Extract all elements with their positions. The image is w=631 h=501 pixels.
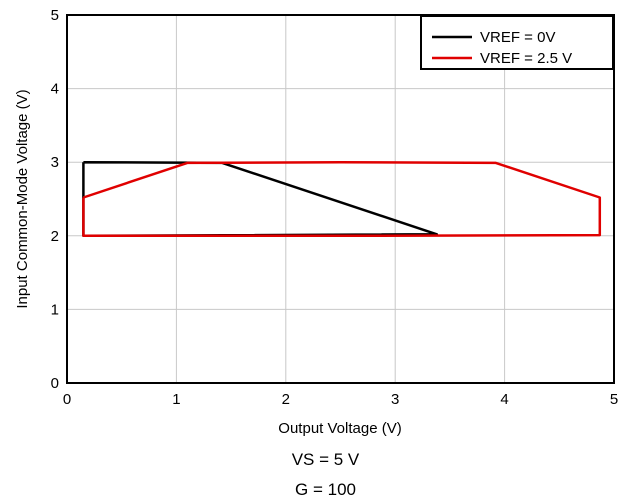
gain-note: G = 100 xyxy=(295,480,356,499)
x-tick-label: 5 xyxy=(610,391,618,408)
y-tick-label: 5 xyxy=(51,7,59,24)
axis-ticks: 0 1 2 3 4 5 0 1 2 3 4 5 xyxy=(51,7,619,408)
y-axis-title: Input Common-Mode Voltage (V) xyxy=(14,89,31,308)
legend-box xyxy=(420,15,614,70)
y-tick-label: 4 xyxy=(51,81,59,98)
x-tick-label: 0 xyxy=(63,391,71,408)
x-tick-label: 4 xyxy=(500,391,508,408)
series-line-1 xyxy=(82,160,439,238)
grid xyxy=(67,15,614,383)
x-axis-title: Output Voltage (V) xyxy=(278,420,401,437)
y-tick-label: 3 xyxy=(51,154,59,171)
x-tick-label: 2 xyxy=(282,391,290,408)
plot-area xyxy=(66,14,615,384)
chart: 0 1 2 3 4 5 0 1 2 3 4 5 Output Voltage (V) Input Co… xyxy=(14,7,619,437)
supply-voltage-note: VS = 5 V xyxy=(291,450,360,469)
legend: VREF = 0V VREF = 2.5 V xyxy=(420,15,614,70)
legend-label-2: VREF = 2.5 V xyxy=(480,50,572,67)
series-layer xyxy=(82,160,602,238)
y-tick-label: 1 xyxy=(51,301,59,318)
series-line-2 xyxy=(82,160,602,238)
y-tick-label: 2 xyxy=(51,228,59,245)
y-tick-label: 0 xyxy=(51,375,59,392)
x-tick-label: 3 xyxy=(391,391,399,408)
x-tick-label: 1 xyxy=(172,391,180,408)
legend-label-1: VREF = 0V xyxy=(480,29,555,46)
